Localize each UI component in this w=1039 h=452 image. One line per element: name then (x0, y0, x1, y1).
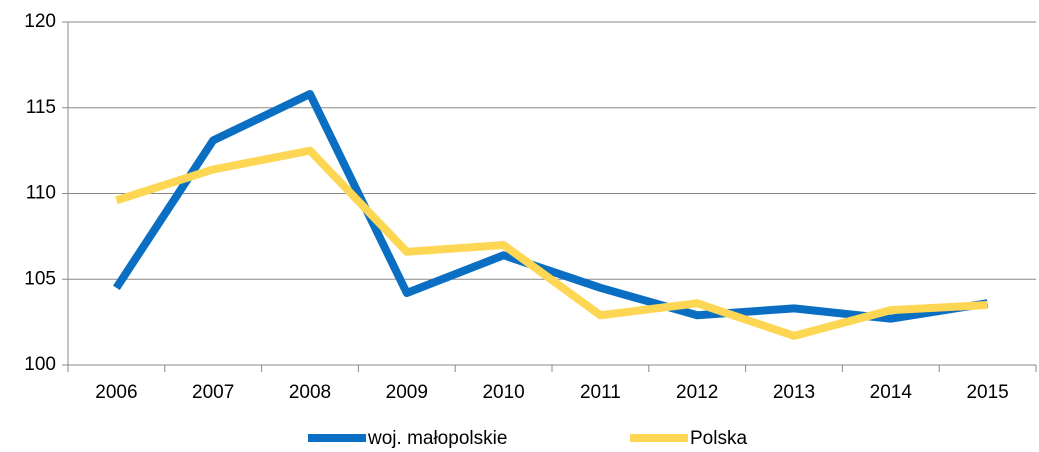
x-tick-label: 2013 (773, 382, 815, 403)
y-tick-label: 120 (24, 11, 56, 32)
legend-label: woj. małopolskie (367, 428, 507, 449)
series-line (113, 90, 989, 323)
legend-label: Polska (690, 428, 747, 449)
x-tick-label: 2015 (966, 382, 1008, 403)
x-tick-label: 2006 (95, 382, 137, 403)
x-tick-label: 2009 (386, 382, 428, 403)
x-tick-label: 2010 (482, 382, 524, 403)
y-tick-label: 105 (24, 268, 56, 289)
y-tick-label: 100 (24, 354, 56, 375)
x-tick-label: 2011 (580, 382, 621, 403)
x-tick-label: 2007 (192, 382, 234, 403)
y-tick-label: 110 (26, 183, 56, 204)
x-tick-label: 2008 (289, 382, 331, 403)
series-line (115, 146, 988, 340)
x-tick-label: 2012 (676, 382, 718, 403)
y-tick-label: 115 (26, 97, 56, 118)
x-tick-label: 2014 (870, 382, 913, 403)
